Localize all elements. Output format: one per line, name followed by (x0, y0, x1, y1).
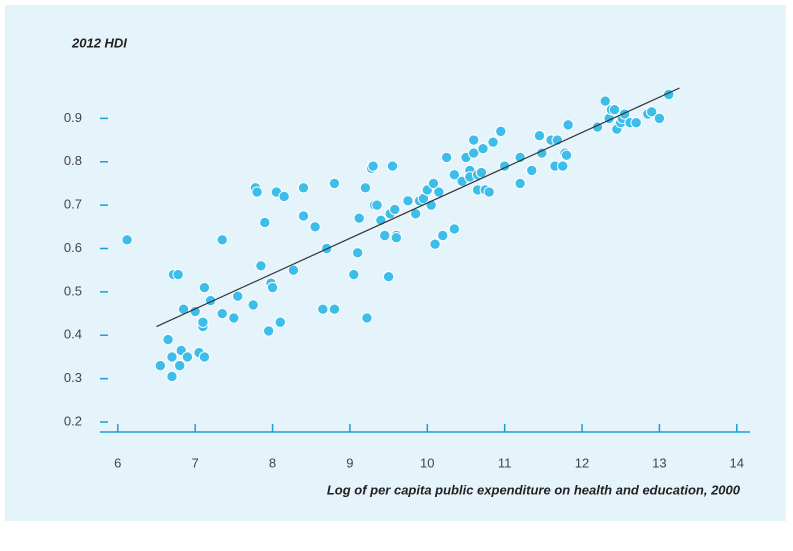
point (154, 359, 167, 372)
point (181, 351, 194, 363)
point (379, 229, 391, 242)
x-tick-label: 12 (575, 455, 589, 470)
point (514, 177, 526, 190)
y-tick-label: 0.7 (64, 197, 82, 212)
point (287, 264, 300, 276)
point (487, 136, 499, 148)
y-tick-label: 0.9 (64, 110, 82, 125)
point (448, 223, 461, 235)
point (328, 177, 341, 190)
point (495, 125, 507, 138)
point (328, 303, 341, 315)
x-tick-label: 10 (420, 455, 434, 470)
point (232, 290, 244, 302)
point (166, 351, 178, 363)
point (278, 190, 290, 203)
point (477, 143, 489, 155)
point (653, 112, 666, 125)
point (468, 147, 480, 159)
x-tick-label: 8 (269, 455, 276, 470)
trend-line (156, 87, 680, 328)
point (608, 103, 621, 116)
point (274, 316, 286, 328)
point (297, 182, 310, 194)
point (371, 199, 383, 211)
x-tick-label: 14 (730, 455, 744, 470)
point (382, 271, 395, 283)
y-tick-label: 0.3 (64, 370, 82, 385)
point (317, 303, 329, 315)
point (259, 216, 271, 229)
point (440, 151, 453, 164)
point (247, 299, 259, 311)
x-tick-label: 13 (652, 455, 666, 470)
y-tick-label: 0.8 (64, 153, 82, 168)
point (173, 359, 186, 372)
point (437, 229, 449, 242)
point (228, 312, 240, 324)
point (367, 160, 379, 172)
point (526, 164, 538, 177)
chart-title: 2012 HDI (71, 35, 127, 50)
point (197, 316, 209, 328)
point (402, 195, 414, 207)
point (533, 130, 546, 142)
point (448, 169, 461, 181)
point (309, 221, 321, 233)
point (216, 234, 228, 246)
x-tick-label: 9 (346, 455, 353, 470)
point (386, 160, 399, 172)
y-tick-label: 0.6 (64, 240, 82, 255)
point (429, 238, 441, 250)
x-tick-label: 6 (114, 455, 121, 470)
point (389, 203, 401, 216)
point (198, 351, 211, 363)
point (262, 325, 275, 337)
y-tick-label: 0.2 (64, 413, 82, 428)
x-axis-label: Log of per capita public expenditure on … (327, 482, 741, 497)
y-tick-label: 0.5 (64, 283, 82, 298)
point (353, 212, 365, 224)
point (251, 186, 263, 198)
point (645, 106, 658, 118)
x-tick-label: 7 (192, 455, 199, 470)
point (162, 333, 174, 346)
point (599, 95, 611, 107)
point (121, 234, 133, 246)
point (483, 186, 495, 198)
point (562, 119, 574, 131)
point (556, 160, 569, 172)
point (266, 281, 279, 294)
point (351, 247, 364, 259)
point (361, 312, 373, 324)
panel (5, 5, 786, 521)
point (348, 268, 360, 281)
point (172, 268, 184, 281)
point (198, 281, 211, 294)
point (390, 231, 403, 244)
point (427, 177, 440, 190)
y-tick-label: 0.4 (64, 327, 82, 342)
point (630, 117, 642, 129)
point (297, 210, 310, 222)
x-tick-label: 11 (498, 455, 512, 470)
point (468, 134, 480, 146)
point (255, 260, 267, 272)
point (216, 307, 228, 320)
point (166, 370, 178, 383)
point (560, 149, 573, 161)
point (359, 182, 372, 194)
